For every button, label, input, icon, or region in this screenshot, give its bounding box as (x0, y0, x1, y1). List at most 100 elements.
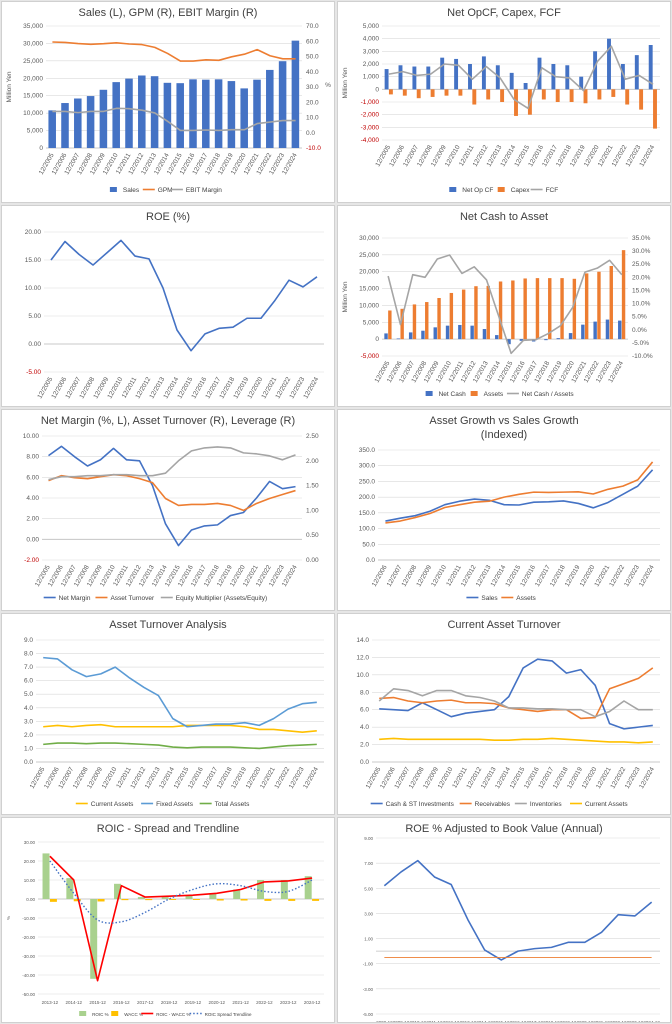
y-tick-label: 2.0 (24, 732, 33, 739)
y2-tick-label: 30.0 (306, 84, 319, 91)
x-tick-label: 2015-12 (493, 1020, 510, 1023)
bar-assets-12-2015 (511, 280, 515, 340)
y-tick-label: 1.00 (364, 937, 373, 942)
y-tick-label: 10.00 (23, 433, 40, 440)
y-tick-label: 0.0 (24, 759, 33, 766)
y-tick-label: 6.0 (360, 707, 369, 714)
bar-net-op-cf-12-2024 (648, 45, 653, 90)
bar-capex-12-2012 (486, 89, 491, 100)
y-axis-title: % (6, 916, 11, 920)
y-tick-label: 10.0 (356, 672, 369, 679)
bar-net-cash-12-2020 (568, 333, 573, 340)
chart-panel-current-asset-turnover: Current Asset Turnover 0.0 2.0 4.0 6.0 8.0 10… (337, 613, 671, 815)
x-tick-label: 2011-12 (426, 1020, 443, 1023)
y-tick-label: 5.00 (28, 313, 41, 320)
bar-net-cash-12-2015 (507, 339, 511, 345)
series-line-gpm (52, 41, 296, 62)
legend-label-roic: ROIC % (92, 1012, 109, 1017)
y-tick-label: -2.00 (24, 557, 39, 564)
bar-sales-12-2007 (74, 98, 82, 148)
bar-sales-12-2024 (291, 40, 300, 148)
y-tick-label: 0.00 (28, 341, 41, 348)
y2-tick-label: 35.0% (632, 235, 651, 242)
bar-net-op-cf-12-2005 (384, 69, 389, 90)
series-line-sales (385, 469, 654, 522)
bar-sales-12-2008 (86, 96, 95, 148)
legend-label-sales: Sales (481, 595, 498, 602)
bar-capex-12-2013 (500, 89, 505, 102)
y-tick-label: 0.00 (26, 536, 39, 543)
y-tick-label: 3,000 (363, 48, 380, 55)
y-tick-label: 200.0 (359, 494, 376, 501)
x-tick-label: 2024-12 (643, 1020, 660, 1023)
legend-swatch-sales (109, 187, 117, 192)
chart-title: Asset Turnover Analysis (109, 619, 227, 631)
legend-label-roic-spread-trendline: ROIC Spread Trendline (205, 1012, 252, 1017)
legend-label-equity-multiplier-assets-equity: Equity Multiplier (Assets/Equity) (176, 595, 267, 602)
bar-assets-12-2013 (486, 285, 490, 340)
bar-net-op-cf-12-2007 (412, 66, 417, 90)
y2-tick-label: 25.0% (632, 261, 651, 268)
y-tick-label: 10.00 (24, 878, 36, 883)
bar-wacc-2019-12 (192, 899, 200, 900)
y-tick-label: 20,000 (23, 75, 43, 82)
legend-label-sales: Sales (123, 187, 140, 194)
y2-tick-label: 0.0 (306, 130, 315, 137)
bar-capex-12-2023 (639, 89, 644, 110)
chart-title: Current Asset Turnover (447, 619, 561, 631)
bar-sales-12-2018 (214, 79, 223, 148)
y-tick-label: -5.00 (363, 1012, 374, 1017)
bar-net-cash-12-2018 (544, 339, 548, 341)
bar-net-cash-12-2016 (519, 339, 524, 341)
y-tick-label: 15,000 (23, 93, 43, 100)
x-tick-label: 2023-12 (627, 1020, 644, 1023)
x-tick-label: 2017-12 (526, 1020, 543, 1023)
y2-tick-label: 0.50 (306, 532, 319, 539)
bar-net-cash-12-2009 (433, 327, 437, 340)
bar-net-op-cf-12-2006 (398, 65, 403, 90)
chart-svg: 0 5,000 10,000 15,000 20,000 25,000 30,000 35,0… (6, 23, 331, 194)
chart-title: Asset Growth vs Sales Growth (Indexed) (429, 415, 579, 441)
y-tick-label: 3.00 (364, 911, 373, 916)
y-tick-label: 20,000 (359, 269, 379, 276)
bar-sales-12-2020 (240, 88, 248, 148)
bar-wacc-2014-12 (73, 899, 81, 902)
x-tick-label: 2019-12 (560, 1020, 577, 1023)
y-tick-label: 5.00 (364, 886, 373, 891)
y-tick-label: 10.00 (25, 285, 42, 292)
x-tick-label: 2019-12 (185, 1000, 202, 1005)
y-tick-label: 5,000 (363, 23, 380, 30)
x-tick-label: 2022-12 (256, 1000, 273, 1005)
y-tick-label: 4.0 (360, 724, 369, 731)
y-tick-label: 8.0 (24, 651, 33, 658)
legend-swatch-net-op-cf (449, 187, 457, 192)
series-line-equity-multiplier-assets-equity (48, 446, 296, 481)
legend-label-assets: Assets (516, 595, 536, 602)
bar-net-op-cf-12-2020 (593, 51, 598, 90)
series-line-roe (50, 239, 318, 352)
bar-net-cash-12-2010 (445, 325, 450, 340)
y2-tick-label: 0.00 (306, 557, 319, 564)
bar-capex-12-2008 (430, 89, 435, 97)
y2-tick-label: 40.0 (306, 69, 319, 76)
y-tick-label: 9.00 (364, 836, 373, 841)
y-axis-title: Million Yen (342, 281, 349, 312)
series-line-net-cash-assets (387, 254, 623, 355)
bar-wacc-2024-12 (312, 899, 320, 901)
bar-assets-12-2021 (584, 273, 589, 340)
bar-assets-12-2022 (597, 271, 601, 340)
bar-capex-12-2024 (653, 89, 657, 129)
chart-svg: -4,000 -3,000 -2,000 -1,000 0 1,000 2,000 3,000… (342, 23, 660, 194)
x-tick-label: 2014-12 (65, 1000, 82, 1005)
bar-sales-12-2017 (202, 79, 210, 148)
chart-svg: 0.01.02.03.04.05.06.07.08.09.012/200512/… (24, 637, 324, 808)
series-line-roe-adjusted (383, 859, 653, 961)
bar-net-op-cf-12-2021 (607, 38, 611, 90)
bar-roic-2024-12 (304, 876, 312, 899)
x-tick-label: 2022-12 (610, 1020, 627, 1023)
y-tick-label: -2,000 (361, 112, 380, 119)
y-tick-label: 35,000 (23, 23, 43, 30)
y-tick-label: 0.0 (366, 557, 375, 564)
y-tick-label: -40.00 (22, 973, 35, 978)
legend-label-total-assets: Total Assets (215, 801, 250, 808)
